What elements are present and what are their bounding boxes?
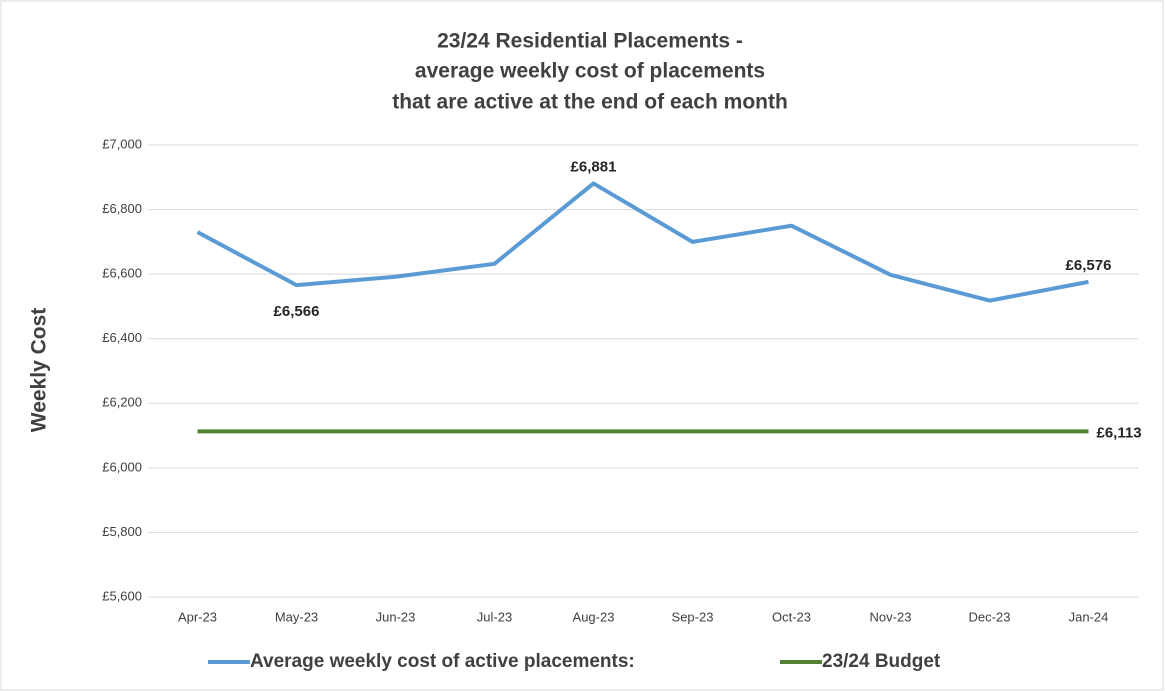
x-tick-label: Aug-23 bbox=[573, 609, 615, 624]
y-tick-label: £6,800 bbox=[102, 201, 142, 216]
chart-title: average weekly cost of placements bbox=[415, 60, 765, 83]
x-tick-label: May-23 bbox=[275, 609, 318, 624]
x-tick-label: Jan-24 bbox=[1069, 609, 1109, 624]
y-tick-label: £6,000 bbox=[102, 459, 142, 474]
legend-label: Average weekly cost of active placements… bbox=[250, 651, 635, 672]
x-tick-label: Jul-23 bbox=[477, 609, 512, 624]
y-tick-label: £6,200 bbox=[102, 395, 142, 410]
data-label: £6,566 bbox=[274, 303, 320, 320]
data-label: £6,113 bbox=[1097, 424, 1142, 441]
y-axis-label: Weekly Cost bbox=[28, 308, 51, 433]
data-label: £6,881 bbox=[571, 158, 617, 175]
x-tick-label: Dec-23 bbox=[969, 609, 1011, 624]
line-series bbox=[196, 181, 1089, 303]
y-tick-label: £6,600 bbox=[102, 266, 142, 281]
chart-title: 23/24 Residential Placements - bbox=[437, 30, 743, 53]
x-tick-label: Nov-23 bbox=[870, 609, 912, 624]
legend-label: 23/24 Budget bbox=[822, 651, 941, 672]
data-label: £6,576 bbox=[1066, 257, 1112, 274]
x-tick-label: Jun-23 bbox=[376, 609, 416, 624]
x-tick-label: Apr-23 bbox=[178, 609, 217, 624]
x-tick-label: Oct-23 bbox=[772, 609, 811, 624]
y-tick-label: £7,000 bbox=[102, 136, 142, 151]
x-tick-label: Sep-23 bbox=[672, 609, 714, 624]
y-tick-label: £6,400 bbox=[102, 330, 142, 345]
y-tick-label: £5,600 bbox=[102, 588, 142, 603]
chart-title: that are active at the end of each month bbox=[392, 91, 788, 114]
y-tick-label: £5,800 bbox=[102, 524, 142, 539]
